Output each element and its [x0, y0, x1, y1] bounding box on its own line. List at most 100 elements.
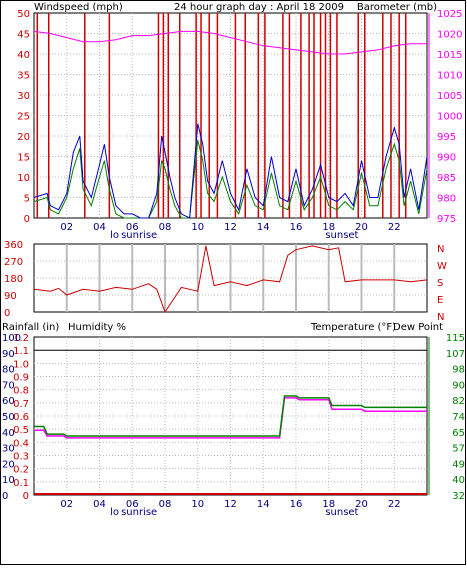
wind-x-tick-label: 02 — [60, 222, 73, 233]
chart-title: 24 hour graph day : April 18 2009 — [174, 2, 344, 13]
humidity-y-tick-label: 60 — [2, 396, 15, 407]
baro-y-tick-label: 980 — [437, 194, 456, 205]
humidity-y-tick-label: 30 — [2, 444, 15, 455]
rain-y-tick-label: 0.2 — [13, 465, 29, 476]
bottom-sunset-label: sunset — [325, 507, 358, 518]
rain-y-tick-label: 0.5 — [13, 425, 29, 436]
wind-x-tick-label: 14 — [257, 222, 270, 233]
lo-label: lo — [110, 230, 119, 241]
bottom-x-tick-label: 08 — [159, 499, 172, 510]
baro-y-tick-label: 1025 — [437, 9, 462, 20]
dir-y-tick-label: 270 — [4, 257, 23, 268]
baro-y-tick-label: 985 — [437, 173, 456, 184]
baro-y-tick-label: 1010 — [437, 71, 462, 82]
dir-y-tick-label: 0 — [4, 308, 10, 319]
wind-y-tick-label: 25 — [17, 112, 30, 123]
dew-axis-label: Dew Point — [393, 322, 443, 333]
wind-y-tick-label: 0 — [24, 214, 30, 225]
rain-y-tick-label: 1.0 — [13, 359, 29, 370]
baro-y-tick-label: 1000 — [437, 112, 462, 123]
rain-y-tick-label: 0.7 — [13, 399, 29, 410]
humidity-y-tick-label: 20 — [2, 459, 15, 470]
rain-y-tick-label: 0.8 — [13, 386, 29, 397]
wind-y-tick-label: 10 — [17, 173, 30, 184]
wind-y-tick-label: 35 — [17, 71, 30, 82]
rain-y-tick-label: 0.1 — [13, 478, 29, 489]
bottom-x-tick-label: 04 — [93, 499, 106, 510]
humidity-axis-label: Humidity % — [68, 322, 126, 333]
temp-humidity-plot: 0 0.1 0.2 0.3 0.4 0.5 0.6 0.7 0.8 0.9 1.0 1.1 1.2 0 10… — [2, 333, 465, 518]
dir-y-tick-label: 90 — [4, 291, 17, 302]
wind-direction-line — [33, 245, 428, 314]
temp-y-tick-label: 90 — [452, 380, 465, 391]
dir-compass-label: W — [437, 261, 447, 272]
temp-axis-label: Temperature (°F) — [310, 322, 396, 333]
rain-axis-label: Rainfall (in) — [2, 322, 59, 333]
bottom-x-tick-label: 06 — [126, 499, 139, 510]
temp-y-tick-label: 57 — [452, 444, 465, 455]
temp-y-tick-label: 32 — [452, 491, 465, 502]
rain-y-tick-label: 1.2 — [13, 333, 29, 344]
temp-y-tick-label: 40 — [452, 475, 465, 486]
dir-compass-label: N — [437, 244, 444, 255]
wind-baro-plot: 0510152025303540455097598098599099510001… — [17, 9, 462, 241]
wind-x-tick-label: 04 — [93, 222, 106, 233]
humidity-y-tick-label: 10 — [2, 475, 15, 486]
bottom-sunrise-label: sunrise — [121, 507, 157, 518]
bottom-x-tick-label: 18 — [322, 499, 335, 510]
baro-y-tick-label: 990 — [437, 153, 456, 164]
baro-line — [33, 30, 427, 55]
rain-y-tick-label: 0.6 — [13, 412, 29, 423]
baro-axis-label: Barometer (mb) — [357, 2, 437, 13]
dir-compass-label: N — [437, 312, 444, 323]
humidity-y-tick-label: 90 — [2, 349, 15, 360]
bottom-lo-label: lo — [110, 507, 119, 518]
temp-y-tick-label: 115 — [446, 333, 465, 344]
wind-x-tick-label: 06 — [126, 222, 139, 233]
bottom-x-tick-label: 02 — [60, 499, 73, 510]
bottom-x-tick-label: 16 — [290, 499, 303, 510]
temp-y-tick-label: 98 — [452, 365, 465, 376]
rain-y-tick-label: 0.3 — [13, 452, 29, 463]
baro-y-tick-label: 1005 — [437, 91, 462, 102]
wind-y-tick-label: 20 — [17, 132, 30, 143]
humidity-y-tick-label: 50 — [2, 412, 15, 423]
wind-x-tick-label: 22 — [388, 222, 401, 233]
rain-y-tick-label: 1.1 — [13, 346, 29, 357]
sunrise-label: sunrise — [121, 230, 157, 241]
dir-compass-label: S — [437, 278, 443, 289]
bottom-x-tick-label: 20 — [355, 499, 368, 510]
rain-y-tick-label: 0 — [23, 491, 29, 502]
humidity-y-tick-label: 0 — [2, 491, 8, 502]
rain-y-tick-label: 0.9 — [13, 373, 29, 384]
temp-y-tick-label: 49 — [452, 459, 465, 470]
wind-x-tick-label: 20 — [355, 222, 368, 233]
wind-gust-line — [33, 139, 428, 219]
dir-y-tick-label: 360 — [4, 240, 23, 251]
dir-compass-label: E — [437, 295, 443, 306]
rain-y-tick-label: 0.4 — [13, 438, 29, 449]
wind-x-tick-label: 10 — [191, 222, 204, 233]
dir-y-tick-label: 180 — [4, 274, 23, 285]
baro-y-tick-label: 975 — [437, 214, 456, 225]
temp-y-tick-label: 65 — [452, 428, 465, 439]
wind-y-tick-label: 40 — [17, 50, 30, 61]
wind-y-tick-label: 50 — [17, 9, 30, 20]
sunset-label: sunset — [325, 230, 358, 241]
wind-avg-line — [33, 123, 428, 219]
bottom-x-tick-label: 10 — [191, 499, 204, 510]
wind-x-tick-label: 16 — [290, 222, 303, 233]
bottom-x-tick-label: 14 — [257, 499, 270, 510]
wind-y-tick-label: 30 — [17, 91, 30, 102]
temp-y-tick-label: 107 — [446, 349, 465, 360]
bottom-x-tick-label: 22 — [388, 499, 401, 510]
baro-y-tick-label: 1015 — [437, 50, 462, 61]
baro-y-tick-label: 1020 — [437, 30, 462, 41]
temp-y-tick-label: 82 — [452, 396, 465, 407]
wind-y-tick-label: 15 — [17, 153, 30, 164]
wind-y-tick-label: 45 — [17, 30, 30, 41]
humidity-y-tick-label: 80 — [2, 365, 15, 376]
dew-point-line — [34, 397, 427, 439]
